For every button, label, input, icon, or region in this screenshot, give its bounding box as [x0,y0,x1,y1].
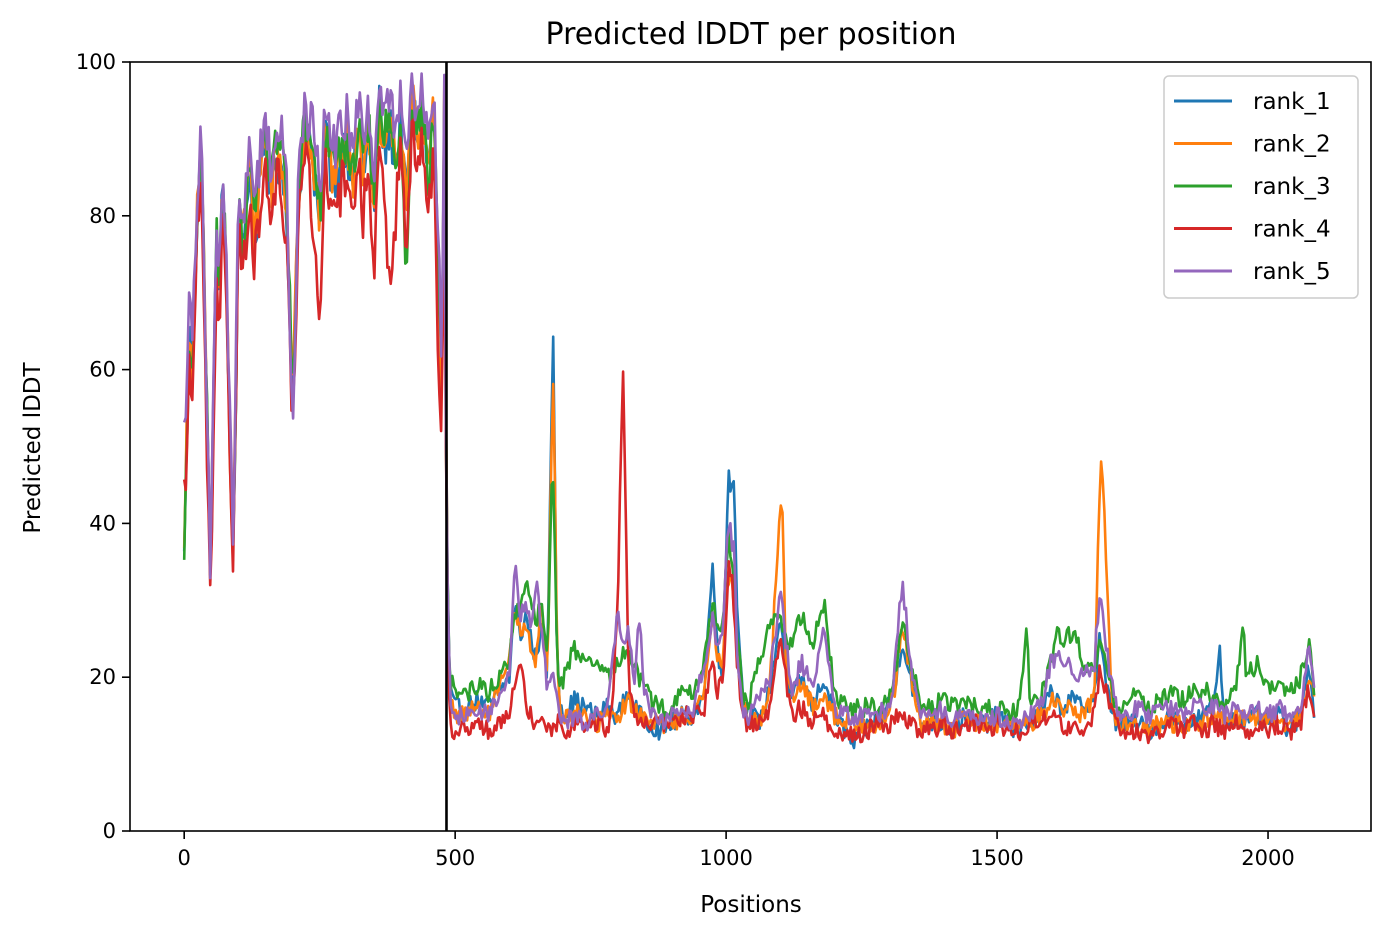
series-line-rank_5 [182,72,1316,732]
x-tick-label: 500 [435,846,475,870]
series-line-rank_4 [182,118,1316,745]
legend-label: rank_3 [1253,174,1331,200]
legend-label: rank_5 [1253,259,1331,285]
y-axis-label: Predicted lDDT [20,361,46,533]
x-axis: 0 500 1000 1500 2000 [178,831,1295,870]
series-line-rank_2 [182,82,1316,739]
legend-label: rank_2 [1253,132,1331,158]
y-tick-label: 0 [103,819,116,843]
legend-label: rank_1 [1253,89,1331,115]
chart-title: Predicted lDDT per position [546,17,957,52]
x-tick-label: 2000 [1241,846,1294,870]
y-tick-label: 40 [89,511,116,535]
y-axis: 0 20 40 60 80 100 [76,50,130,843]
y-tick-label: 60 [89,358,116,382]
plot-area [182,62,1316,831]
y-tick-label: 100 [76,50,116,74]
y-tick-label: 20 [89,665,116,689]
legend-label: rank_4 [1253,217,1331,243]
x-tick-label: 1500 [970,846,1023,870]
x-tick-label: 0 [178,846,191,870]
plot-frame [129,61,1372,832]
legend: rank_1 rank_2 rank_3 rank_4 rank_5 [1163,75,1359,299]
x-axis-label: Positions [700,892,802,918]
y-tick-label: 80 [89,204,116,228]
legend-box [1163,75,1359,299]
x-tick-label: 1000 [699,846,752,870]
